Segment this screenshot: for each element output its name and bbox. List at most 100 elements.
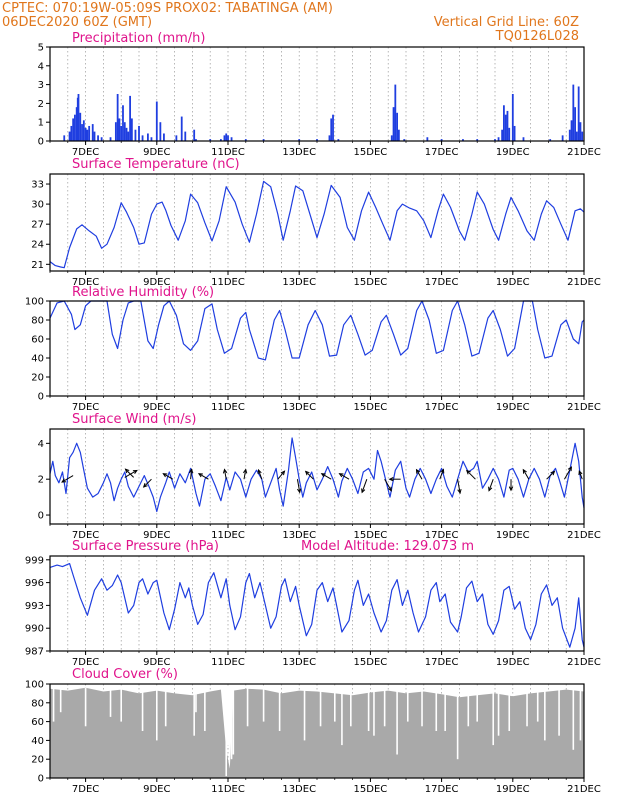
wind-vector-head <box>440 468 445 474</box>
wind-vector <box>125 468 135 478</box>
wind-vector <box>277 470 285 480</box>
y-tick-label: 990 <box>25 624 44 635</box>
y-tick-label: 0 <box>38 392 44 403</box>
wind-vector <box>305 471 314 480</box>
precip-bar <box>572 84 575 141</box>
precip-bar <box>86 129 89 141</box>
precip-bar <box>501 129 504 141</box>
precip-bar <box>262 139 265 141</box>
panel-frame <box>49 173 585 272</box>
x-tick-label: 19DEC <box>496 402 530 413</box>
wind-vector-head <box>257 468 262 475</box>
wind-vector-head <box>197 473 203 478</box>
x-tick-label: 21DEC <box>567 530 601 541</box>
precip-bar <box>508 127 511 141</box>
wind-vector-head <box>338 473 344 478</box>
precip-bar <box>332 114 334 141</box>
precip-bar <box>330 118 333 141</box>
y-tick-label: 20 <box>31 373 44 384</box>
y-tick-label: 30 <box>31 200 44 211</box>
precip-bar <box>503 105 505 141</box>
wind-vector <box>488 479 494 491</box>
precip-bar <box>575 131 578 141</box>
x-tick-label: 9DEC <box>143 530 170 541</box>
precip-bar <box>581 131 584 141</box>
grid-lines <box>67 429 567 524</box>
x-tick-label: 19DEC <box>496 530 530 541</box>
panel-title: Surface Wind (m/s) <box>72 412 196 427</box>
y-tick-label: 100 <box>25 680 44 691</box>
precip-bar <box>396 112 398 141</box>
x-tick-label: 19DEC <box>496 784 530 795</box>
x-tick-label: 13DEC <box>282 784 316 795</box>
precip-bar <box>209 139 212 141</box>
y-tick-label: 40 <box>31 354 44 365</box>
y-tick-label: 1 <box>38 118 44 129</box>
precip-bar <box>127 131 130 141</box>
precip-bar <box>513 125 516 141</box>
x-tick-label: 7DEC <box>72 402 99 413</box>
wind-vector-head <box>522 468 527 474</box>
precip-bar <box>77 94 80 141</box>
x-tick-label: 17DEC <box>425 402 459 413</box>
x-tick-label: 17DEC <box>425 277 459 288</box>
wind-vector-head <box>124 468 130 474</box>
x-tick-label: 15DEC <box>354 147 388 158</box>
precip-bar <box>577 86 580 141</box>
y-tick-label: 80 <box>31 698 44 709</box>
y-tick-label: 993 <box>25 601 44 612</box>
precip-bar <box>462 139 464 141</box>
cloud-area <box>50 687 584 778</box>
wind-vector-head <box>550 470 556 476</box>
x-tick-label: 9DEC <box>143 147 170 158</box>
y-tick-label: 33 <box>31 180 44 191</box>
panel-3: Relative Humidity (%) 0 20 40 60 80 100 7DEC 9DE… <box>25 285 601 413</box>
x-tick-label: 15DEC <box>354 657 388 668</box>
precip-bar <box>403 139 406 141</box>
panel-5: Surface Pressure (hPa) Model Altitude: 12… <box>25 539 601 668</box>
precip-bar <box>390 135 393 141</box>
wind-vector-head <box>465 469 471 475</box>
x-tick-label: 7DEC <box>72 530 99 541</box>
x-tick-label: 7DEC <box>72 657 99 668</box>
panel-frame <box>49 46 585 142</box>
wind-vector <box>321 473 332 480</box>
precip-bar <box>180 116 183 141</box>
panel-1: Precipitation (mm/h) 0 1 2 3 4 5 7DEC 9DEC 11DEC 1… <box>38 31 601 158</box>
y-tick-label: 80 <box>31 316 44 327</box>
precip-bar <box>298 139 301 141</box>
precip-bar <box>120 125 123 141</box>
y-tick-label: 60 <box>31 717 44 728</box>
y-tick-label: 999 <box>25 555 44 566</box>
precip-bar <box>549 139 552 141</box>
panels: Precipitation (mm/h) 0 1 2 3 4 5 7DEC 9DEC 11DEC 1… <box>25 31 601 795</box>
y-tick-label: 996 <box>25 578 44 589</box>
precip-bar <box>74 114 76 141</box>
wind-vector <box>416 469 423 480</box>
wind-vector <box>361 479 368 493</box>
precip-bar <box>130 118 133 141</box>
header-model: TQ0126L028 <box>495 29 579 44</box>
x-tick-label: 11DEC <box>211 657 245 668</box>
header-location: CPTEC: 070:19W-05:09S PROX02: TABATINGA … <box>2 1 333 16</box>
precip-bar <box>219 139 222 141</box>
precip-bar <box>494 139 496 141</box>
x-tick-label: 11DEC <box>211 530 245 541</box>
precip-bar <box>141 135 144 141</box>
y-tick-label: 2 <box>38 475 44 486</box>
wind-vector-head <box>142 483 148 488</box>
panel-frame <box>49 683 585 779</box>
wind-vectors <box>61 466 583 495</box>
wind-vector-head <box>361 488 366 494</box>
x-tick-label: 9DEC <box>143 402 170 413</box>
precip-bar <box>193 129 196 141</box>
precip-bar <box>163 133 165 141</box>
y-tick-label: 0 <box>38 137 44 148</box>
panel-frame <box>49 555 585 652</box>
precip-bar <box>93 131 96 141</box>
precip-bar <box>570 120 573 141</box>
wind-vector-head <box>387 486 392 492</box>
precip-bar <box>122 105 124 141</box>
precip-bar <box>175 135 178 141</box>
precip-bar <box>579 122 582 141</box>
